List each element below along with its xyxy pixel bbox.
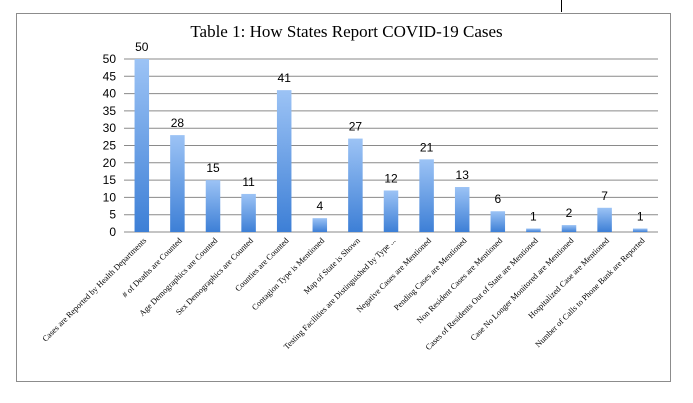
x-tick-label: Pending Cases are Mentioned xyxy=(392,235,469,312)
y-tick-label: 0 xyxy=(109,225,116,239)
data-label: 4 xyxy=(316,199,323,213)
y-tick-label: 50 xyxy=(103,52,117,66)
bars xyxy=(134,59,648,232)
data-label: 41 xyxy=(278,71,292,85)
y-tick-label: 30 xyxy=(103,121,117,135)
bar xyxy=(419,159,434,232)
bar xyxy=(597,207,612,232)
x-tick-label: # of Deaths are Counted xyxy=(120,235,184,299)
y-tick-label: 10 xyxy=(103,190,117,204)
data-label: 7 xyxy=(601,189,608,203)
bar xyxy=(454,187,470,232)
bar xyxy=(170,135,185,232)
bar xyxy=(276,90,292,232)
edge-tick-mark xyxy=(561,0,562,12)
data-label: 12 xyxy=(384,171,398,185)
chart-frame xyxy=(16,13,671,382)
bar xyxy=(348,138,363,232)
y-tick-label: 15 xyxy=(103,173,117,187)
bar xyxy=(134,59,150,232)
y-tick-label: 35 xyxy=(103,104,117,118)
data-label: 50 xyxy=(135,40,149,54)
data-label: 21 xyxy=(420,140,434,154)
data-label: 2 xyxy=(566,206,573,220)
y-tick-label: 20 xyxy=(103,156,117,170)
x-axis-labels: Cases are Reported by Health Departments… xyxy=(41,235,648,352)
data-label: 1 xyxy=(637,210,644,224)
y-tick-label: 25 xyxy=(103,139,117,153)
bar xyxy=(241,193,256,232)
data-label: 13 xyxy=(456,168,470,182)
bar xyxy=(312,218,328,232)
y-tick-label: 40 xyxy=(103,87,117,101)
data-label: 6 xyxy=(494,192,501,206)
y-tick-label: 5 xyxy=(109,208,116,222)
data-label: 28 xyxy=(171,116,185,130)
bar xyxy=(490,211,506,232)
data-label: 1 xyxy=(530,210,537,224)
bar xyxy=(205,180,221,232)
y-axis-ticks: 0 5 10 15 20 25 30 35 40 45 50 xyxy=(103,52,117,239)
y-tick-label: 45 xyxy=(103,69,117,83)
x-tick-label: Negative Cases are Mentioned xyxy=(355,235,434,314)
data-label: 15 xyxy=(206,161,220,175)
chart-title: Table 1: How States Report COVID-19 Case… xyxy=(190,22,503,41)
bar xyxy=(383,190,399,232)
bar xyxy=(632,228,648,232)
x-tick-label: Contagion Type is Mentioned xyxy=(250,235,327,312)
bar xyxy=(561,225,577,232)
data-label: 27 xyxy=(349,120,363,134)
data-label: 11 xyxy=(242,175,255,189)
bar xyxy=(526,228,541,232)
